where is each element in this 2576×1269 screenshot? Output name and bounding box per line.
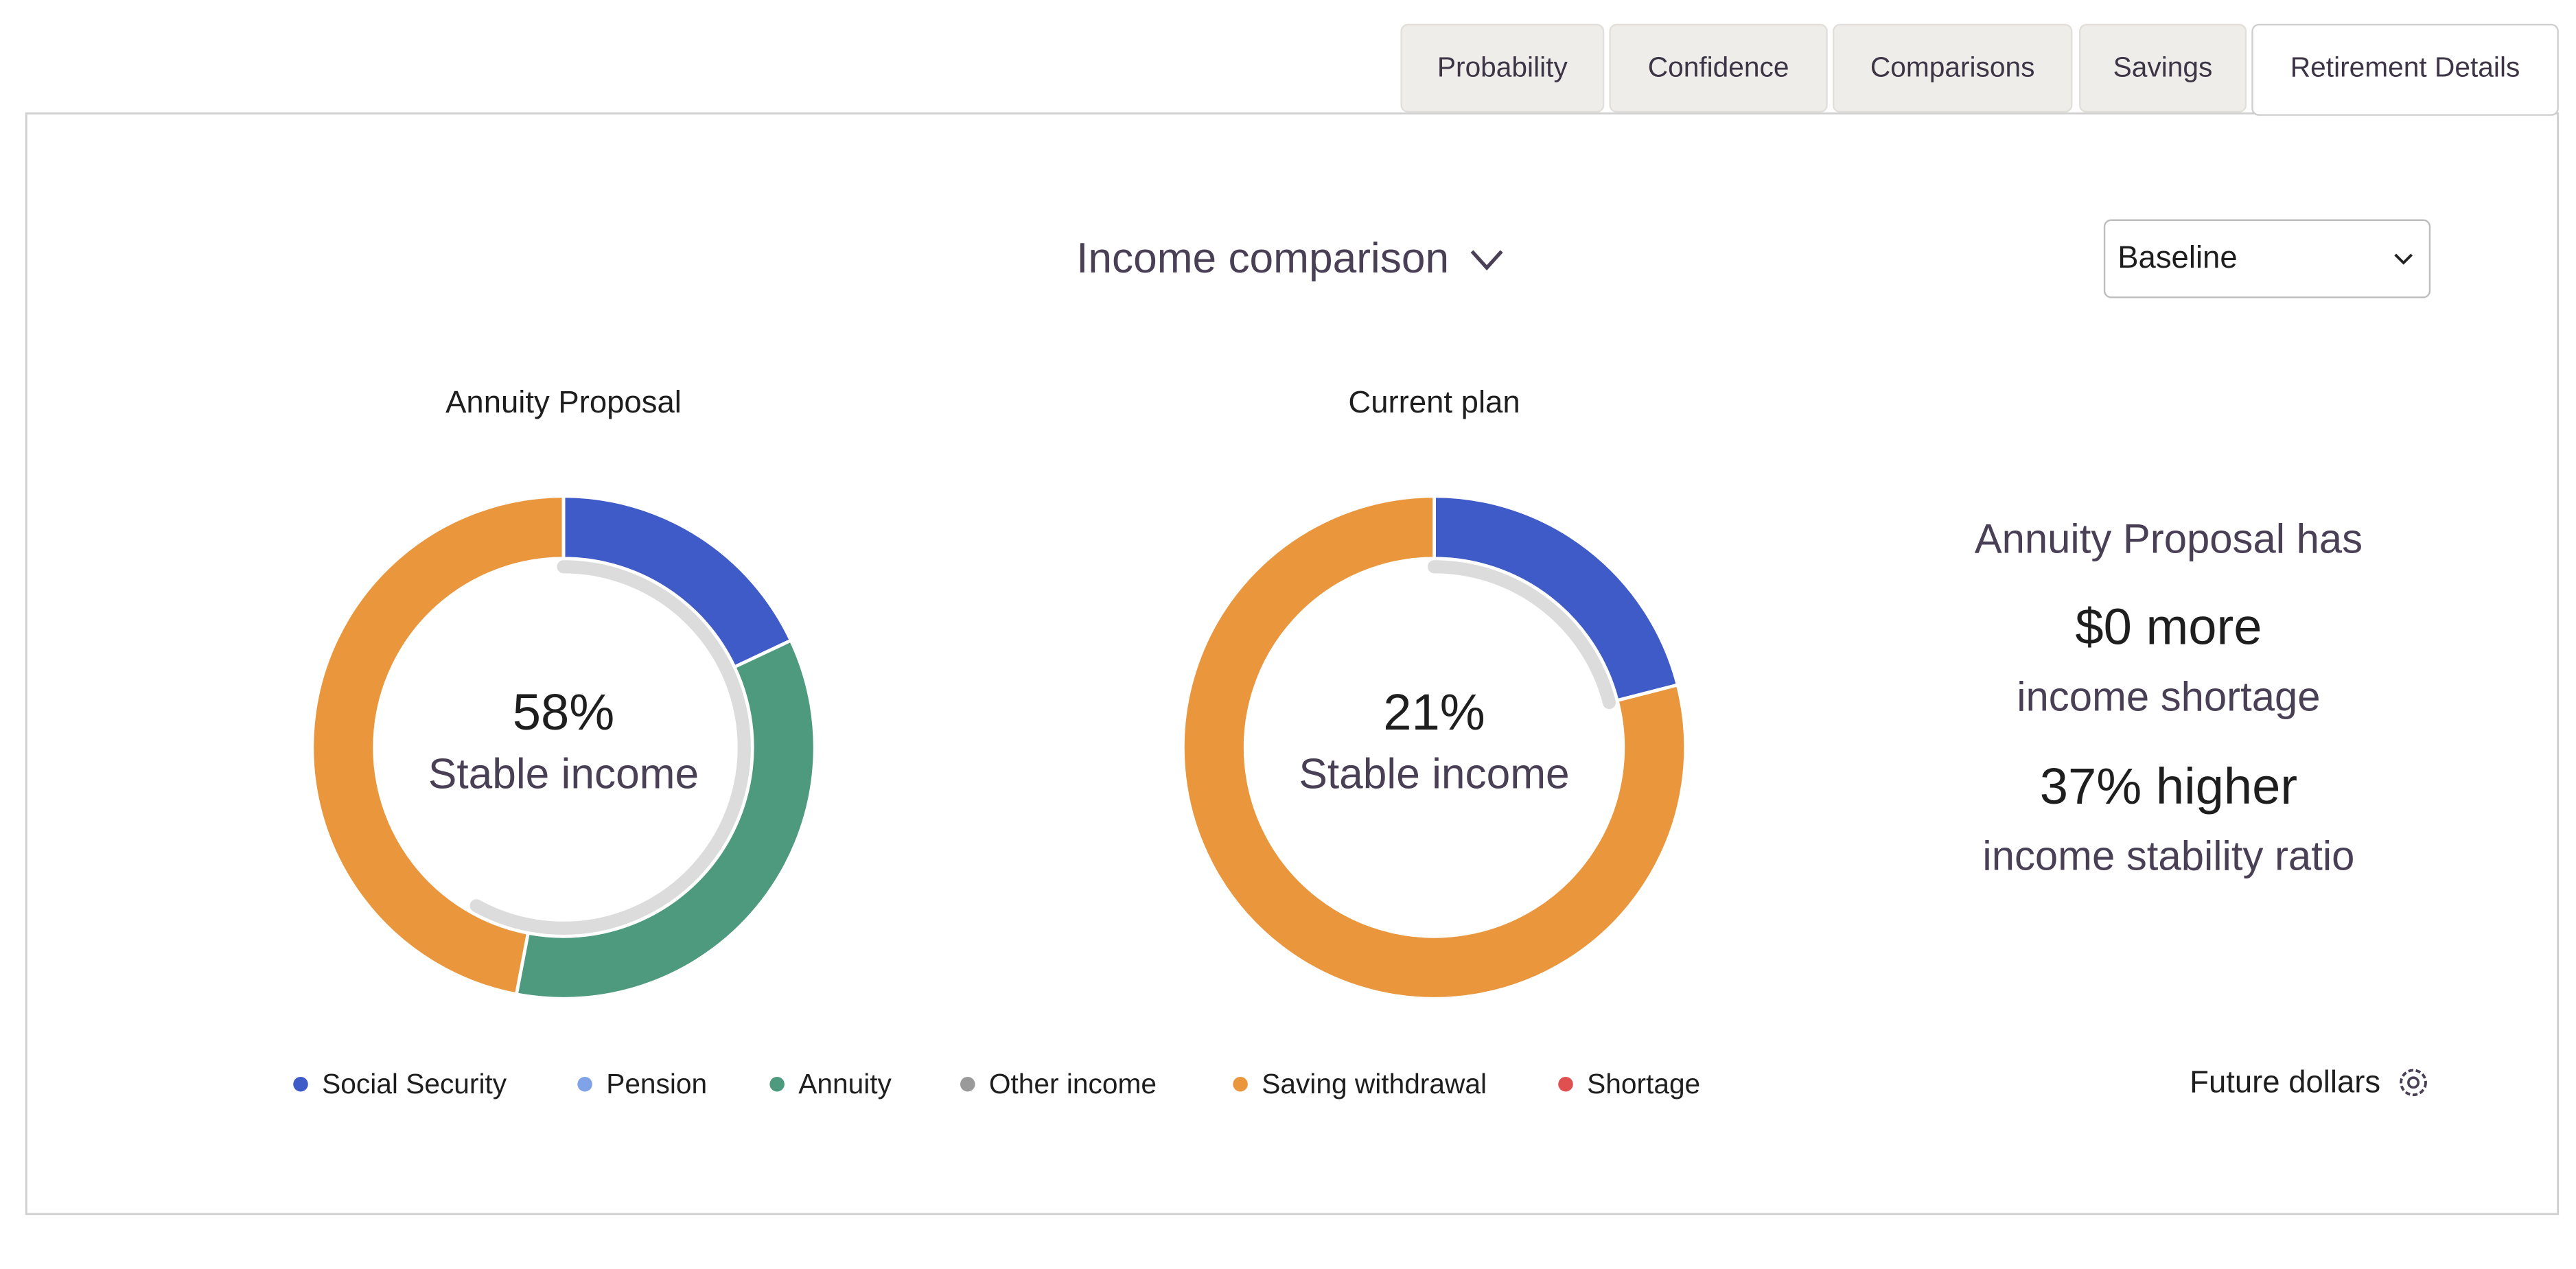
legend-label: Annuity [798, 1068, 892, 1099]
tab-label[interactable]: Retirement Details [2290, 51, 2520, 82]
units-label[interactable]: Future dollars [2190, 1064, 2380, 1099]
donut-segment [1181, 494, 1688, 1001]
legend-dot [577, 1076, 592, 1092]
gear-hub[interactable] [2407, 1076, 2420, 1089]
legend-dot [769, 1076, 785, 1092]
donut-segment [310, 494, 566, 997]
scenario-select[interactable] [2103, 219, 2431, 299]
summary-caption: income stability ratio [1982, 833, 2354, 879]
legend-label: Pension [606, 1068, 707, 1099]
tab-label[interactable]: Comparisons [1870, 51, 2035, 82]
chart-title: Annuity Proposal [445, 384, 682, 419]
legend-label: Saving withdrawal [1262, 1068, 1487, 1099]
tab-label[interactable]: Probability [1437, 51, 1568, 82]
donut-segment [514, 638, 817, 1001]
tab[interactable] [1832, 23, 2073, 113]
legend-dot [1233, 1076, 1248, 1092]
tab[interactable] [1400, 23, 1605, 113]
tab[interactable] [1609, 23, 1828, 113]
legend-label: Other income [989, 1068, 1157, 1099]
tab[interactable] [2251, 23, 2559, 116]
legend-label: Shortage [1587, 1068, 1700, 1099]
gear-teeth[interactable] [2400, 1069, 2427, 1097]
center-caption: Stable income [1299, 751, 1569, 798]
stability-arc [469, 560, 751, 935]
tab-label[interactable]: Confidence [1648, 51, 1789, 82]
summary-caption: income shortage [2017, 673, 2320, 719]
legend-dot [1558, 1076, 1573, 1092]
section-title[interactable]: Income comparison [1076, 235, 1449, 282]
settings-icon[interactable] [2400, 1069, 2427, 1097]
summary-heading: Annuity Proposal has [1975, 516, 2363, 562]
title-chevron[interactable] [1470, 250, 1503, 271]
scenario-value[interactable]: Baseline [2117, 240, 2237, 275]
select-chevron[interactable] [2394, 253, 2413, 265]
chart-title: Current plan [1348, 384, 1520, 419]
center-caption: Stable income [428, 751, 699, 798]
tab[interactable] [2078, 23, 2247, 113]
legend-dot [293, 1076, 308, 1092]
stability-arc [1427, 560, 1616, 710]
tab-label[interactable]: Savings [2113, 51, 2213, 82]
center-value: 58% [513, 684, 614, 741]
summary-value: $0 more [2075, 598, 2262, 655]
center-value: 21% [1383, 684, 1485, 741]
legend-label: Social Security [322, 1068, 507, 1099]
legend-dot [960, 1076, 975, 1092]
summary-value: 37% higher [2040, 758, 2297, 815]
